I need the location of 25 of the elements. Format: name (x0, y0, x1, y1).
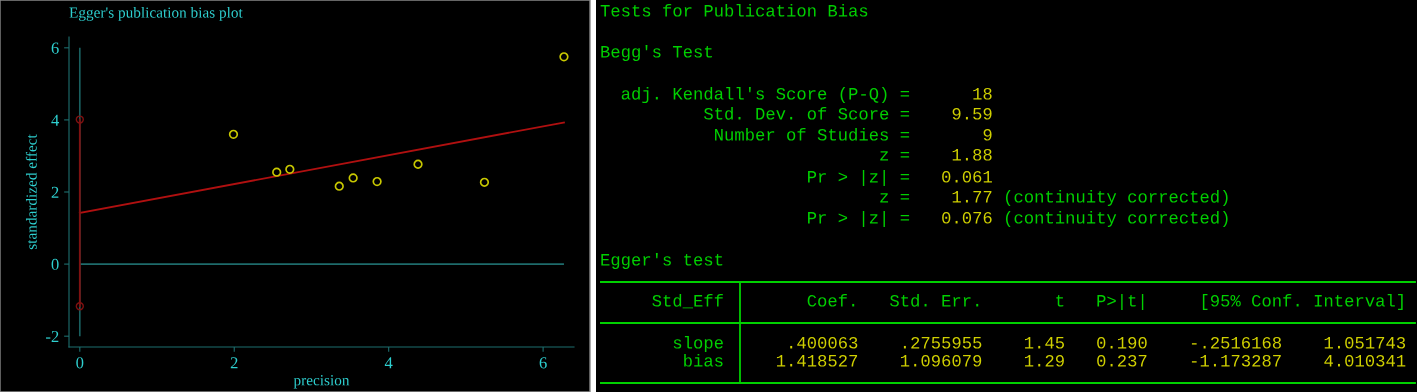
y-axis-title: standardized effect (25, 134, 37, 250)
y-tick-label: 4 (51, 114, 60, 126)
x-tick-label: 0 (76, 357, 84, 369)
x-axis-title: precision (293, 375, 350, 389)
y-tick-label: 2 (51, 186, 59, 198)
text: Pr > |z| = 0.076 (continuity corrected) (808, 210, 1228, 228)
text: Number of Studies = 9 (715, 127, 992, 141)
text: Std. Dev. of Score = 9.59 (704, 106, 992, 120)
y-tick-label: -2 (46, 330, 59, 342)
x-tick-label: 4 (384, 357, 393, 369)
x-tick-label: 6 (539, 357, 547, 369)
text: adj. Kendall's Score (P-Q) = 18 (621, 86, 992, 104)
text: Egger's test (601, 252, 723, 270)
y-tick-label: 6 (51, 42, 59, 54)
text: Begg's Test (601, 44, 712, 62)
x-tick-label: 2 (230, 357, 238, 369)
text: slope .400063 .2755955 1.45 0.190 -.2516168 1.051743 (673, 335, 1406, 353)
text: z = 1.77 (continuity corrected) (880, 189, 1228, 207)
text: Tests for Publication Bias (600, 3, 868, 17)
chart-title: Egger's publication bias plot (69, 6, 243, 21)
text: z = 1.88 (880, 148, 992, 161)
text: Std_Eff Coef. Std. Err. t P>|t| [95% Conf. Interval] (652, 293, 1403, 311)
y-tick-label: 0 (51, 258, 59, 271)
text: bias 1.418527 1.096079 1.29 0.237 -1.173287 4.010341 (684, 353, 1406, 367)
text: Pr > |z| = 0.061 (808, 169, 992, 187)
